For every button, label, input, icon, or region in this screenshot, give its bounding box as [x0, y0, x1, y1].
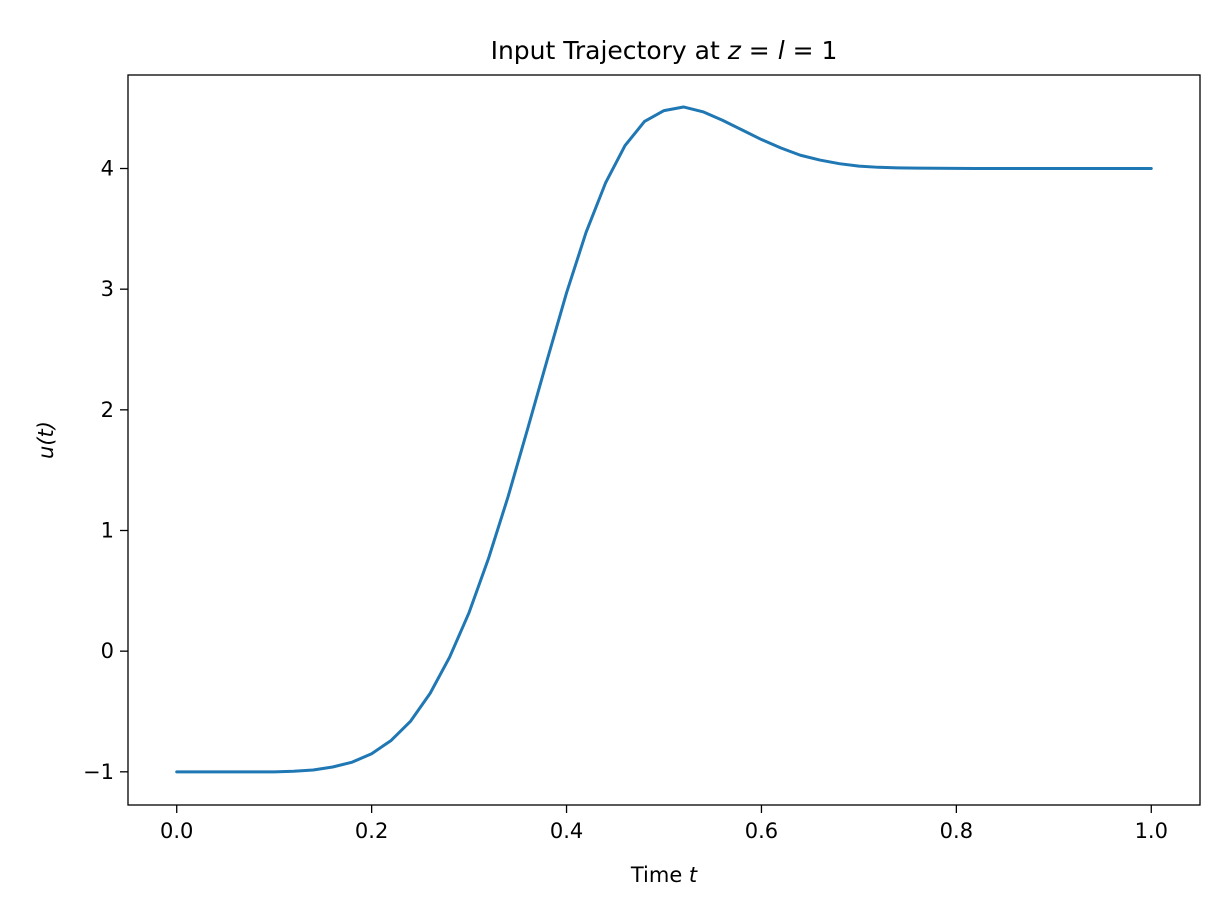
y-tick-label: 3	[101, 277, 114, 301]
series-line-0	[175, 105, 1153, 774]
axes-frame	[127, 74, 1201, 806]
y-tick-label: −1	[83, 760, 114, 784]
x-tick-label: 0.6	[745, 819, 778, 843]
y-axis-ticks: −1 0 1 2 3 4	[83, 157, 128, 784]
series-layer	[175, 105, 1153, 774]
plot-area	[128, 75, 1200, 805]
x-tick-label: 0.4	[550, 819, 583, 843]
x-axis-label: Time t	[630, 863, 698, 887]
x-tick-label: 0.8	[940, 819, 973, 843]
y-axis-label: u(t)	[34, 421, 58, 459]
y-tick-label: 2	[101, 398, 114, 422]
x-axis-ticks: 0.0 0.2 0.4 0.6 0.8 1.0	[160, 805, 1168, 843]
x-tick-label: 1.0	[1135, 819, 1168, 843]
x-tick-label: 0.2	[355, 819, 388, 843]
chart-title: Input Trajectory at z = l = 1	[491, 36, 838, 65]
x-tick-label: 0.0	[160, 819, 193, 843]
y-tick-label: 0	[101, 639, 114, 663]
y-tick-label: 4	[101, 157, 114, 181]
y-tick-label: 1	[101, 518, 114, 542]
